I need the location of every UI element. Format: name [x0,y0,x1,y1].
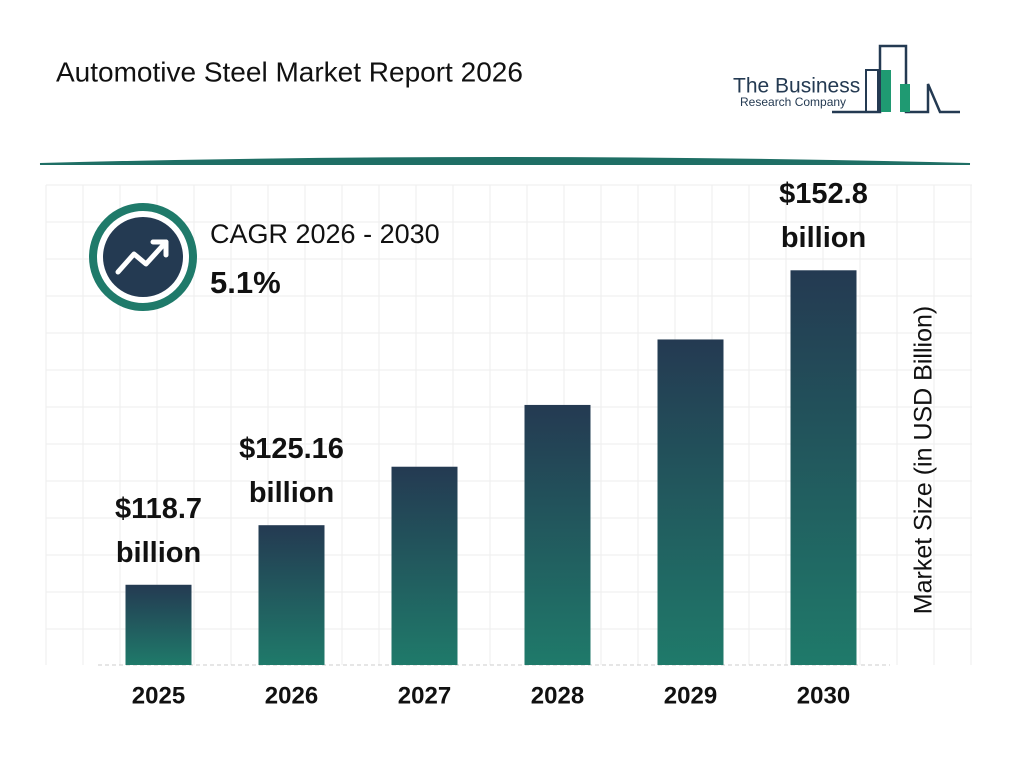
cagr-label: CAGR 2026 - 2030 [210,219,440,249]
bar [391,466,458,665]
bar [657,339,724,665]
logo: The Business Research Company [733,44,960,114]
value-label: $152.8 billion [779,178,868,255]
x-tick-label: 2028 [531,682,584,709]
chart-title: Automotive Steel Market Report 2026 [56,56,523,87]
x-tick-label: 2029 [664,682,717,709]
value-label: $118.7 billion [114,492,203,569]
bar [125,584,192,665]
x-tick-label: 2025 [132,682,185,709]
bar [524,404,591,665]
value-label: $125.16 billion [239,433,344,510]
y-axis-label: Market Size (in USD Billion) [910,306,938,614]
cagr-value: 5.1% [210,265,281,300]
divider [39,157,971,165]
x-tick-label: 2030 [797,682,850,709]
x-tick-label: 2026 [265,682,318,709]
bar [790,270,857,665]
cagr-badge [89,203,197,311]
logo-line1: The Business [733,75,860,98]
x-tick-label: 2027 [398,682,451,709]
logo-line2: Research Company [740,95,846,109]
bar [258,525,325,665]
